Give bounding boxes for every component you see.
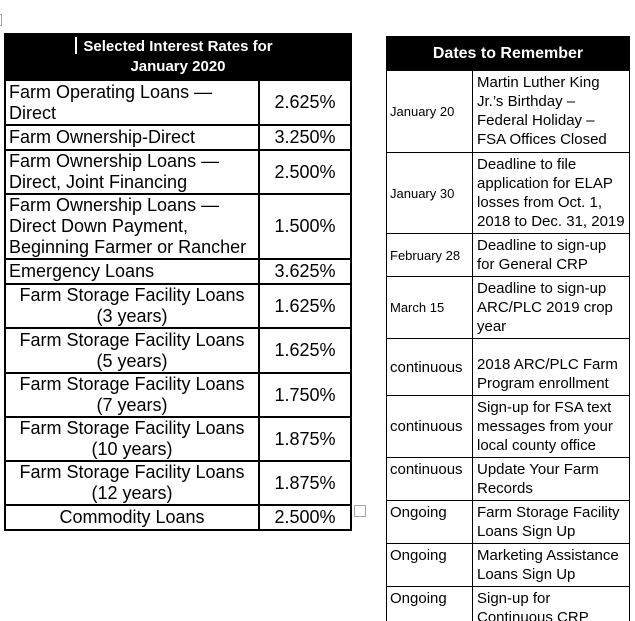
loan-name-cell[interactable]: Emergency Loans [4,258,260,285]
rates-table-title[interactable]: Selected Interest Rates for January 2020 [4,33,352,81]
rate-cell[interactable]: 1.875% [258,416,352,462]
table-row: Emergency Loans 3.625% [4,258,352,285]
table-row: February 28 Deadline to sign-up for Gene… [386,233,630,277]
event-cell[interactable]: Martin Luther King Jr.’s Birthday – Fede… [472,70,630,153]
table-row: continuous Sign-up for FSA text messages… [386,395,630,458]
dates-to-remember-table: Dates to Remember January 20 Martin Luth… [386,36,630,621]
table-header-row: Dates to Remember [386,36,630,71]
date-cell[interactable]: February 28 [386,233,473,277]
date-cell[interactable]: Ongoing [386,500,473,544]
table-resize-handle[interactable] [354,505,366,517]
table-row: January 20 Martin Luther King Jr.’s Birt… [386,70,630,153]
event-cell[interactable]: Update Your Farm Records [472,457,630,501]
table-row: Farm Storage Facility Loans (5 years) 1.… [4,327,352,374]
loan-name-cell[interactable]: Farm Ownership-Direct [4,124,260,151]
loan-name-cell[interactable]: Commodity Loans [4,504,260,531]
date-cell[interactable]: Ongoing [386,543,473,587]
loan-name-cell[interactable]: Farm Storage Facility Loans (3 years) [4,283,260,329]
rate-cell[interactable]: 3.250% [258,124,352,151]
table-row: Ongoing Sign-up for Continuous CRP [386,586,630,621]
date-cell[interactable]: January 30 [386,152,473,234]
table-row: Farm Storage Facility Loans (12 years) 1… [4,460,352,506]
dates-table-title[interactable]: Dates to Remember [386,36,630,71]
table-row: continuous 2018 ARC/PLC Farm Program enr… [386,338,630,396]
loan-name-cell[interactable]: Farm Ownership Loans — Direct Down Payme… [4,193,260,260]
loan-name-cell[interactable]: Farm Ownership Loans — Direct, Joint Fin… [4,149,260,195]
event-cell[interactable]: Farm Storage Facility Loans Sign Up [472,500,630,544]
event-cell[interactable]: Sign-up for Continuous CRP [472,586,630,621]
table-move-handle[interactable] [0,14,2,26]
loan-name-cell[interactable]: Farm Storage Facility Loans (7 years) [4,372,260,418]
rate-cell[interactable]: 1.875% [258,460,352,506]
date-cell[interactable]: March 15 [386,276,473,339]
event-cell[interactable]: Deadline to sign-up for General CRP [472,233,630,277]
date-cell[interactable]: January 20 [386,70,473,153]
event-cell[interactable]: Marketing Assistance Loans Sign Up [472,543,630,587]
table-header-row: Selected Interest Rates for January 2020 [4,33,352,81]
table-row: March 15 Deadline to sign-up ARC/PLC 201… [386,276,630,339]
table-row: Farm Storage Facility Loans (3 years) 1.… [4,283,352,329]
date-cell[interactable]: Ongoing [386,586,473,621]
table-row: Farm Storage Facility Loans (7 years) 1.… [4,372,352,418]
date-cell[interactable]: continuous [386,457,473,501]
rate-cell[interactable]: 1.625% [258,327,352,374]
text-cursor [75,37,77,54]
table-row: Farm Storage Facility Loans (10 years) 1… [4,416,352,462]
rate-cell[interactable]: 2.625% [258,79,352,126]
rates-title-line1: Selected Interest Rates for [83,38,273,55]
event-cell[interactable]: Deadline to sign-up ARC/PLC 2019 crop ye… [472,276,630,339]
date-cell[interactable]: continuous [386,395,473,458]
table-row: continuous Update Your Farm Records [386,457,630,501]
loan-name-cell[interactable]: Farm Storage Facility Loans (12 years) [4,460,260,506]
rate-cell[interactable]: 2.500% [258,504,352,531]
loan-name-cell[interactable]: Farm Operating Loans — Direct [4,79,260,126]
table-row: Ongoing Farm Storage Facility Loans Sign… [386,500,630,544]
rate-cell[interactable]: 1.625% [258,283,352,329]
table-row: Commodity Loans 2.500% [4,504,352,531]
rate-cell[interactable]: 1.500% [258,193,352,260]
interest-rates-table: Selected Interest Rates for January 2020… [4,33,352,531]
event-cell[interactable]: Deadline to file application for ELAP lo… [472,152,630,234]
table-row: Farm Ownership-Direct 3.250% [4,124,352,151]
table-row: Farm Ownership Loans — Direct Down Payme… [4,193,352,260]
loan-name-cell[interactable]: Farm Storage Facility Loans (5 years) [4,327,260,374]
rates-title-line2: January 2020 [130,58,226,75]
event-cell[interactable]: Sign-up for FSA text messages from your … [472,395,630,458]
table-row: Farm Ownership Loans — Direct, Joint Fin… [4,149,352,195]
event-cell[interactable]: 2018 ARC/PLC Farm Program enrollment [472,338,630,396]
table-row: Farm Operating Loans — Direct 2.625% [4,79,352,126]
table-row: January 30 Deadline to file application … [386,152,630,234]
date-cell[interactable]: continuous [386,338,473,396]
table-row: Ongoing Marketing Assistance Loans Sign … [386,543,630,587]
rate-cell[interactable]: 2.500% [258,149,352,195]
loan-name-cell[interactable]: Farm Storage Facility Loans (10 years) [4,416,260,462]
rate-cell[interactable]: 3.625% [258,258,352,285]
rate-cell[interactable]: 1.750% [258,372,352,418]
